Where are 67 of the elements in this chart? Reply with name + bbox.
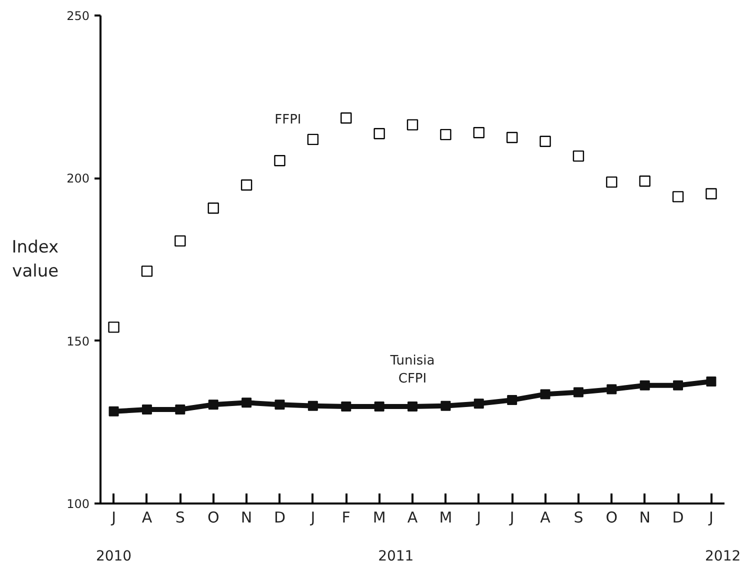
point [374, 402, 384, 412]
point [108, 322, 120, 333]
x-tick-label: N [240, 508, 252, 526]
point [639, 175, 650, 187]
x-tick-label: J [476, 508, 482, 526]
point [108, 406, 119, 416]
point [408, 402, 418, 412]
text: 2010 [96, 548, 132, 564]
point [175, 404, 186, 414]
point [341, 402, 352, 412]
point [406, 119, 418, 130]
point [242, 398, 252, 408]
y-tick-label: 200 [66, 172, 90, 186]
point [141, 266, 153, 277]
y-tick-label: 150 [66, 334, 90, 348]
point [540, 389, 550, 400]
series-label: FFPI [274, 112, 302, 128]
y-tick-label: 100 [66, 497, 90, 511]
x-tick-label: S [175, 508, 185, 526]
point [606, 384, 617, 394]
x-tick-label: D [672, 508, 684, 526]
x-tick-label: A [540, 508, 552, 526]
text: 2011 [378, 548, 414, 564]
point [572, 150, 584, 162]
point [706, 376, 716, 386]
x-tick-label: J [508, 508, 514, 526]
point [208, 400, 218, 410]
point [672, 191, 684, 202]
x-tick-label: A [142, 508, 153, 526]
text: 2012 [705, 548, 741, 564]
point [673, 380, 684, 390]
point [506, 132, 518, 144]
point [142, 404, 152, 414]
series-label: Tunisia CFPI [389, 354, 435, 387]
point [374, 128, 385, 140]
x-tick-label: J [310, 508, 316, 526]
x-tick-label: O [606, 508, 618, 526]
y-tick-label: 250 [66, 9, 90, 23]
point [340, 112, 352, 124]
point [440, 128, 452, 140]
point [274, 155, 286, 166]
point [274, 400, 285, 410]
point [640, 380, 650, 390]
point [706, 188, 717, 200]
point [308, 400, 318, 411]
point [573, 387, 584, 398]
x-tick-label: O [207, 508, 220, 526]
x-tick-label: F [342, 508, 350, 526]
point [473, 127, 484, 138]
point [440, 400, 451, 411]
point [240, 179, 252, 191]
point [606, 176, 618, 188]
point [174, 235, 186, 247]
x-tick-label: D [274, 508, 286, 526]
point [507, 395, 518, 406]
point [540, 136, 551, 148]
x-tick-label: J [110, 508, 116, 526]
x-tick-label: M [372, 508, 386, 526]
x-tick-label: J [708, 508, 714, 526]
x-tick-label: S [574, 508, 584, 526]
x-tick-label: A [407, 508, 418, 526]
x-tick-label: N [639, 508, 650, 526]
y-axis-title: Index value [12, 238, 59, 282]
point [307, 134, 319, 146]
x-tick-label: M [439, 508, 452, 526]
point [208, 202, 219, 214]
point [474, 398, 484, 409]
